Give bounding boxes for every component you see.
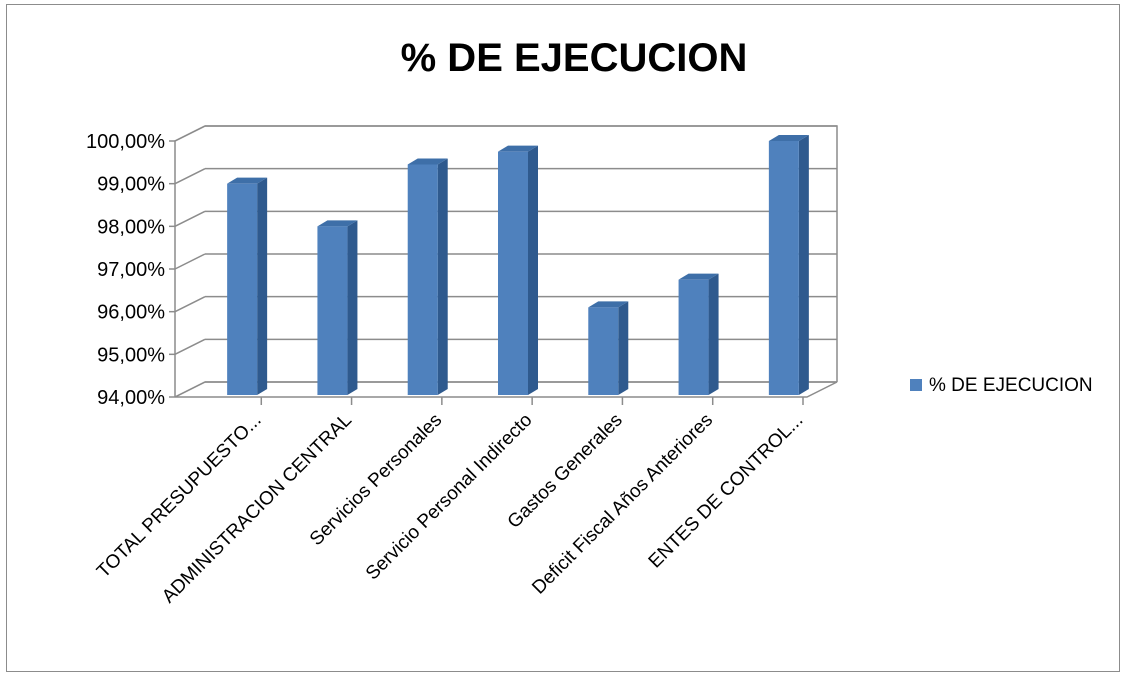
bar-front	[317, 226, 348, 395]
legend: % DE EJECUCION	[910, 375, 1093, 396]
y-tick-label: 94,00%	[97, 387, 165, 409]
bar	[407, 158, 448, 395]
gridline-side	[174, 338, 206, 356]
gridline-side	[174, 253, 206, 270]
bar-side	[528, 145, 538, 395]
y-tick-label: 97,00%	[97, 259, 165, 281]
gridline-side	[174, 125, 206, 142]
y-tick-label: 99,00%	[97, 174, 165, 196]
gridline-side	[174, 295, 206, 313]
y-tick-label: 98,00%	[97, 216, 165, 238]
bar-side	[798, 135, 809, 395]
bar	[588, 301, 629, 395]
y-tick-label: 100,00%	[86, 131, 165, 153]
y-axis-ticks: 94,00% 95,00% 96,00% 97,00% 98,00% 99,00% 100,…	[86, 131, 165, 409]
bar-side	[618, 301, 629, 395]
gridline-side	[174, 381, 206, 398]
chart-frame: % DE EJECUCION 94,00% 95,00% 96,00% 97,00% 9…	[6, 4, 1120, 672]
bar-front	[768, 141, 799, 395]
bar-front	[407, 164, 438, 395]
x-tick-label: Servicio Personal Indirecto	[362, 410, 537, 585]
x-tick-label: TOTAL PRESUPUESTO...	[93, 410, 266, 583]
bar	[678, 273, 719, 395]
x-tick-label: Deficit Fiscal Años Anteriores	[528, 410, 717, 599]
bar-front	[227, 183, 258, 395]
bar	[227, 177, 268, 395]
x-axis-labels: TOTAL PRESUPUESTO...ADMINISTRACION CENTR…	[93, 397, 807, 607]
x-tick-label: ADMINISTRACION CENTRAL	[158, 410, 356, 608]
chart-title: % DE EJECUCION	[401, 36, 748, 80]
bar-front	[678, 279, 709, 395]
bar-chart: % DE EJECUCION 94,00%95,00%96,00%97,00%9…	[86, 36, 1093, 607]
legend-label: % DE EJECUCION	[929, 375, 1093, 396]
y-tick-label: 95,00%	[97, 344, 165, 366]
y-tick-label: 96,00%	[97, 302, 165, 324]
bar	[498, 145, 538, 395]
gridline-side	[174, 167, 206, 185]
bar-side	[257, 177, 268, 395]
bars	[227, 135, 809, 395]
bar-side	[347, 220, 358, 395]
bar-top	[588, 301, 629, 308]
bar-side	[437, 158, 448, 395]
bar-top	[407, 158, 448, 165]
legend-swatch	[910, 379, 922, 391]
bar-front	[498, 151, 528, 395]
x-tick-label: ENTES DE CONTROL...	[645, 410, 808, 573]
bar-top	[768, 135, 809, 141]
bar-top	[498, 145, 538, 152]
bar-top	[317, 220, 358, 227]
bar	[317, 220, 358, 395]
bar-side	[708, 273, 719, 395]
bar-top	[227, 177, 268, 184]
bar-top	[678, 273, 719, 280]
gridline-side	[174, 210, 206, 228]
bar-front	[588, 307, 619, 395]
bar	[768, 135, 809, 395]
